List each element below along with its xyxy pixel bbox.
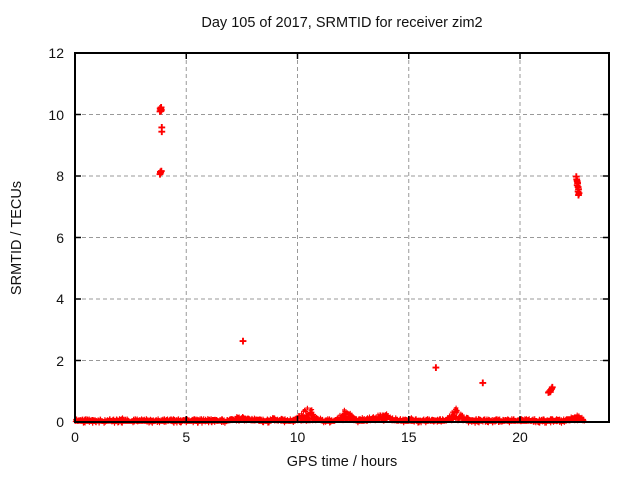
y-tick-label: 8	[56, 168, 64, 184]
y-axis-label: SRMTID / TECUs	[9, 180, 25, 295]
y-tick-label: 6	[56, 229, 64, 246]
x-tick-label: 20	[512, 429, 528, 445]
chart-title: Day 105 of 2017, SRMTID for receiver zim…	[201, 15, 483, 31]
y-tick-label: 4	[56, 291, 64, 307]
outlier-points	[156, 104, 583, 396]
gridlines	[75, 53, 609, 422]
x-tick-label: 5	[182, 429, 191, 445]
y-axis-label-container: SRMTID / TECUs	[0, 53, 34, 422]
y-tick-label: 2	[56, 352, 64, 369]
y-tick-label: 12	[48, 45, 64, 61]
y-tick-label: 10	[48, 106, 64, 123]
x-tick-label: 10	[289, 429, 306, 445]
x-tick-label: 0	[71, 429, 79, 445]
plot-border	[74, 52, 610, 423]
x-tick-label: 15	[400, 429, 417, 445]
y-tick-label: 0	[56, 414, 64, 430]
x-axis-label: GPS time / hours	[286, 454, 398, 470]
